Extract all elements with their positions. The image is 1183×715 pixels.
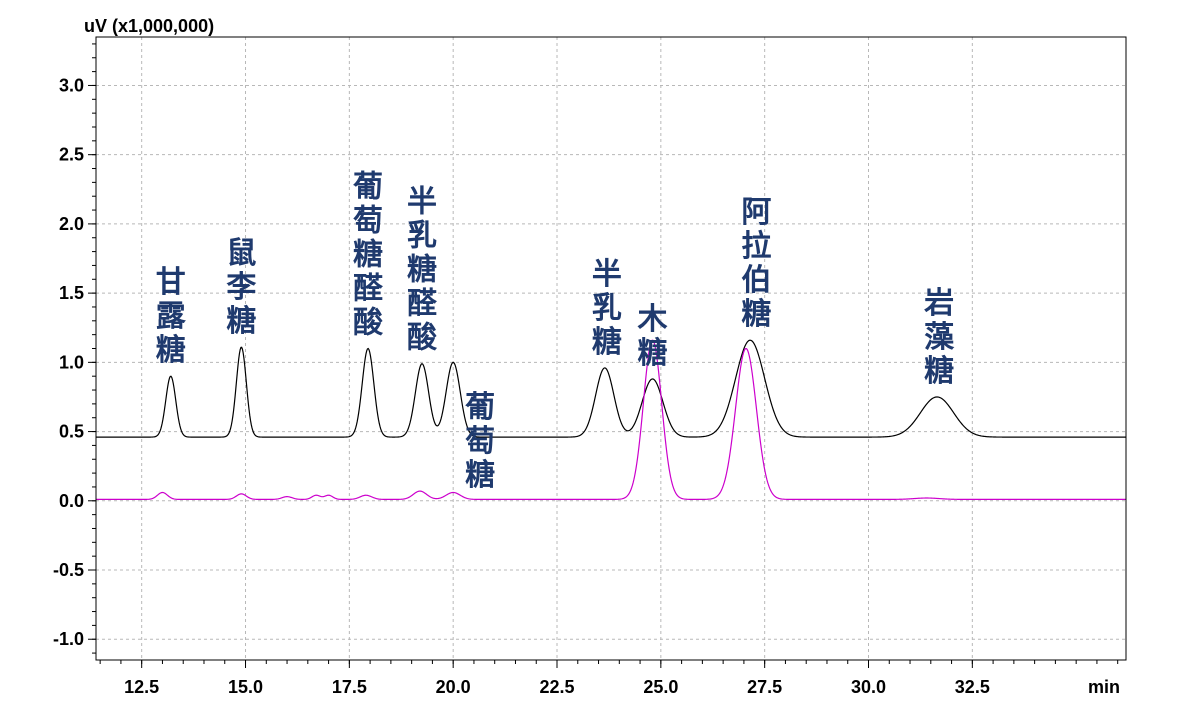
- y-tick-label: 3.0: [59, 75, 84, 95]
- peak-label: 木糖: [637, 302, 668, 371]
- y-tick-label: 1.5: [59, 283, 84, 303]
- peak-label: 葡萄糖醛酸: [353, 170, 384, 341]
- x-tick-label: 25.0: [643, 677, 678, 697]
- series-trace-1: [96, 339, 1126, 438]
- peak-label: 岩藻糖: [924, 286, 955, 389]
- x-tick-label: 30.0: [851, 677, 886, 697]
- peak-label: 半乳糖: [592, 257, 622, 360]
- y-tick-label: 0.0: [59, 491, 84, 511]
- x-axis-unit-label: min: [1088, 677, 1120, 697]
- peak-label: 葡萄糖: [465, 390, 495, 493]
- peak-label: 甘露糖: [156, 265, 187, 368]
- x-tick-label: 12.5: [124, 677, 159, 697]
- series-trace-2: [96, 339, 1126, 500]
- y-tick-label: 2.5: [59, 145, 84, 165]
- peak-label: 半乳糖醛酸: [407, 185, 438, 356]
- y-axis-unit-label: uV (x1,000,000): [84, 16, 214, 36]
- x-tick-label: 20.0: [436, 677, 471, 697]
- y-tick-label: 0.5: [59, 422, 84, 442]
- y-tick-label: -0.5: [53, 560, 84, 580]
- x-tick-label: 32.5: [955, 677, 990, 697]
- x-tick-label: 27.5: [747, 677, 782, 697]
- label-layer: 甘露糖 鼠李糖 葡萄糖醛酸半乳糖醛酸葡萄糖 半乳糖木糖 阿拉伯糖岩藻糖: [156, 170, 955, 493]
- x-tick-label: 15.0: [228, 677, 263, 697]
- series-layer: [96, 339, 1126, 500]
- y-tick-label: 2.0: [59, 214, 84, 234]
- y-tick-label: -1.0: [53, 629, 84, 649]
- grid-layer: [96, 37, 1126, 660]
- x-tick-label: 22.5: [539, 677, 574, 697]
- x-tick-label: 17.5: [332, 677, 367, 697]
- axis-layer: 3.0 2.5 2.0 1.5 1.0 0.5 0.0 -0.5 -1.0 12.5 15.0 17.…: [53, 43, 1119, 697]
- peak-label: 阿拉伯糖: [741, 195, 771, 332]
- y-tick-label: 1.0: [59, 352, 84, 372]
- peak-label: 鼠李糖: [226, 236, 256, 339]
